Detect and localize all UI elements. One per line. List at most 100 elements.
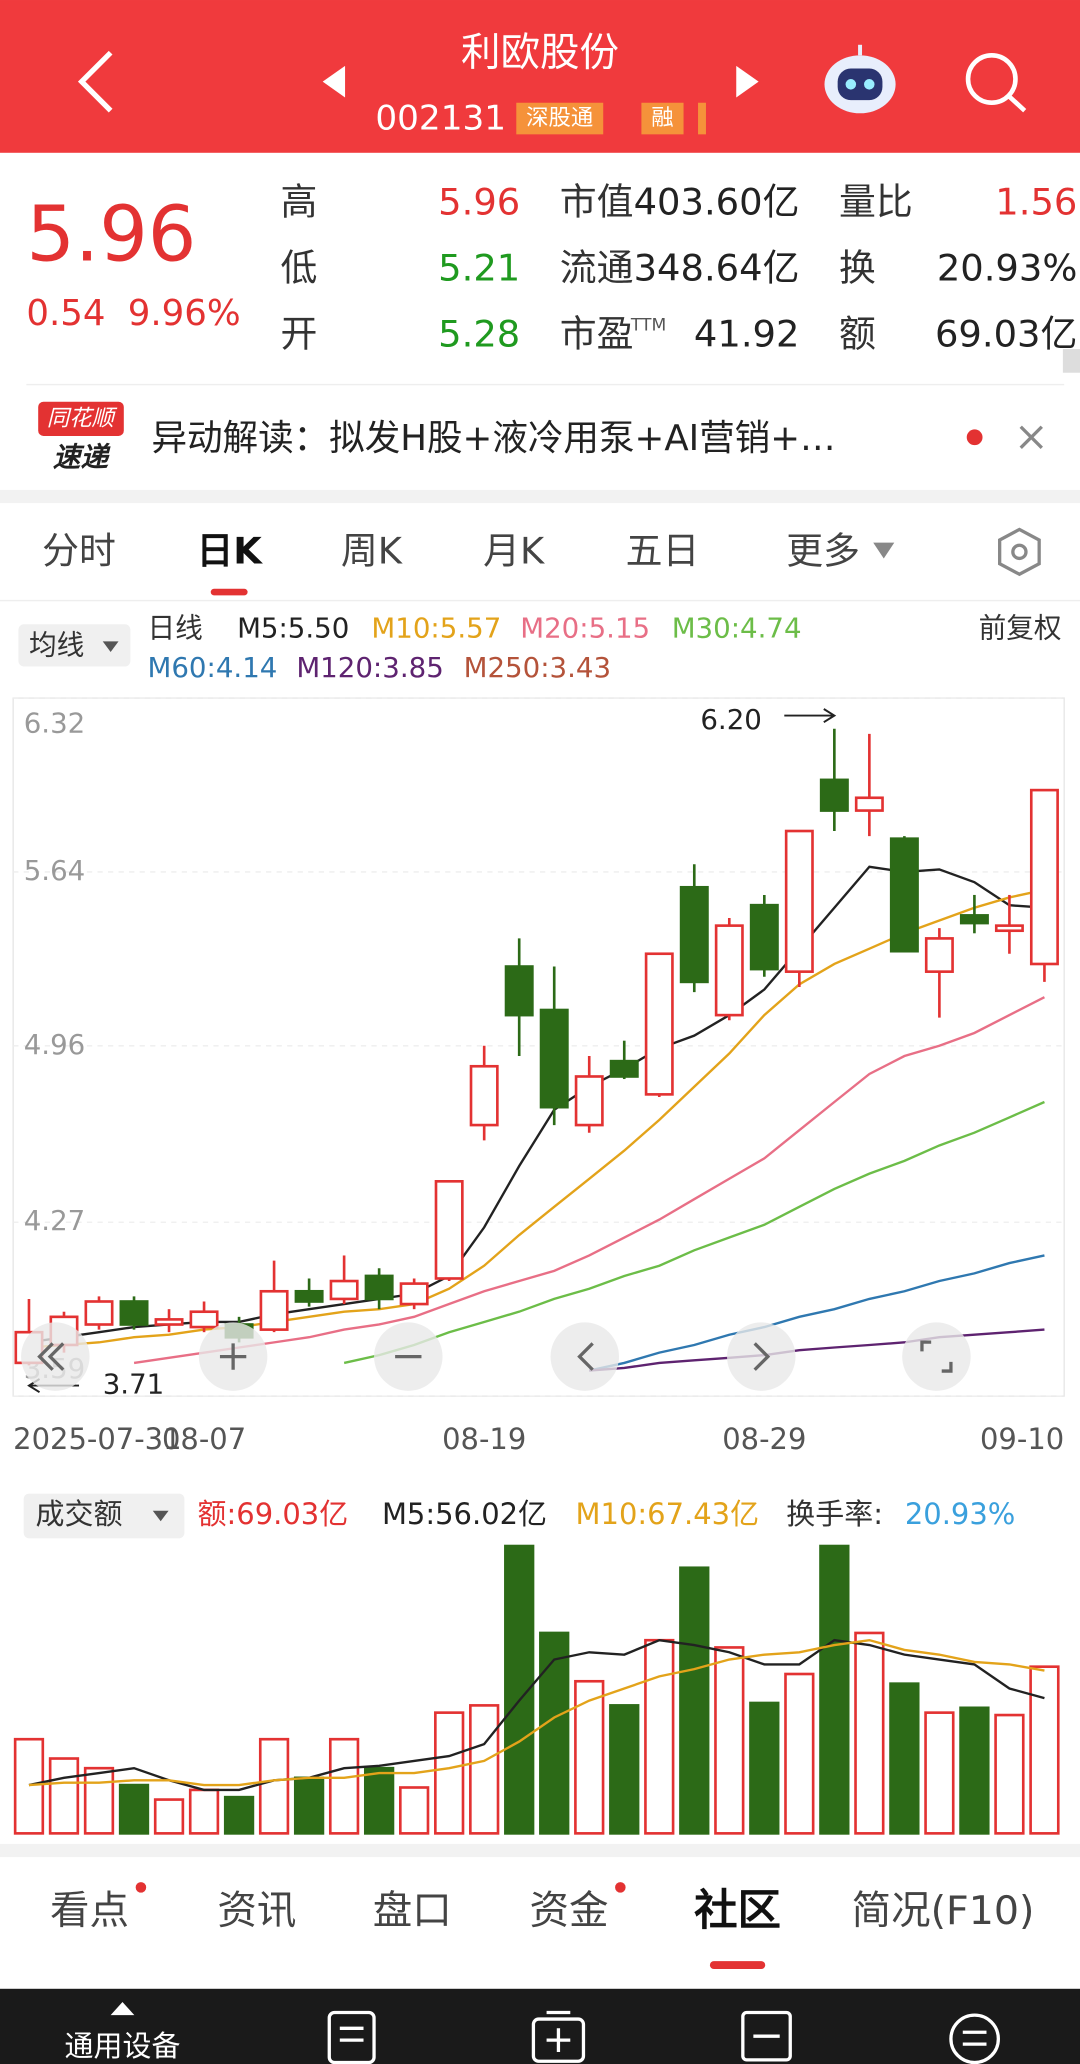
ma-line (589, 1328, 1045, 1372)
y-tick-label: 5.64 (24, 854, 86, 887)
volume-bar (188, 1788, 220, 1835)
bottom-tab[interactable]: 资金 (529, 1888, 608, 1934)
candle-body (609, 1059, 639, 1078)
label-bg (13, 1421, 182, 1456)
plot-frame (12, 697, 1065, 1397)
stat-label: 高 (281, 181, 318, 224)
x-tick-label: 2025-07-31 (13, 1422, 181, 1456)
icon (339, 2026, 364, 2042)
candle-body (819, 778, 849, 812)
candle-body (679, 885, 709, 984)
stat-value: 348.64亿 (634, 247, 800, 290)
settings-icon[interactable] (998, 527, 1041, 577)
nav-notes[interactable] (327, 2010, 376, 2064)
prev-stock[interactable] (322, 65, 346, 98)
badge-dot (615, 1882, 626, 1893)
stat-value: 5.21 (438, 247, 520, 290)
nav-add[interactable] (531, 2017, 586, 2063)
x-tick-label: 08-29 (722, 1422, 806, 1456)
bottom-tab[interactable]: 盘口 (373, 1888, 452, 1934)
volume-selector[interactable] (23, 1493, 185, 1539)
nav-menu[interactable] (949, 2013, 1000, 2064)
nav-minimize[interactable] (741, 2010, 792, 2062)
candle-body (364, 1274, 394, 1301)
volume-ma-legend: M10:67.43亿 (576, 1497, 760, 1531)
unread-dot (966, 429, 983, 446)
tab[interactable]: 更多 (786, 530, 860, 573)
news-headline[interactable]: 异动解读：拟发H股+液冷用泵+AI营销+… (151, 418, 835, 459)
assistant-icon[interactable] (824, 44, 896, 114)
step-right[interactable] (727, 1322, 796, 1391)
candle-body (959, 914, 989, 925)
ma-line (343, 1100, 1045, 1365)
fullscreen[interactable] (902, 1322, 971, 1391)
candle-body (259, 1289, 289, 1331)
tag-box (641, 102, 684, 135)
tab[interactable]: 分时 (42, 530, 116, 573)
x-tick-label: 09-10 (980, 1422, 1064, 1456)
bottom-tab[interactable]: 看点 (50, 1888, 129, 1934)
candle-body (504, 965, 534, 1017)
step-left[interactable] (550, 1322, 620, 1391)
x-tick-label: 08-07 (162, 1422, 246, 1456)
stat-label: 市盈 (560, 312, 634, 355)
y-tick-label: 4.96 (24, 1028, 86, 1061)
volume-bar (924, 1711, 955, 1835)
next-stock[interactable] (736, 65, 759, 98)
back-button[interactable] (77, 50, 113, 113)
candle-body (854, 796, 884, 812)
search-icon[interactable] (965, 53, 1027, 113)
volume-bar (819, 1544, 850, 1835)
ma-line (133, 996, 1045, 1365)
candle-body (644, 952, 674, 1096)
scroll-left[interactable] (21, 1322, 90, 1391)
stock-code: 002131 (375, 98, 506, 138)
adjust-mode[interactable]: 前复权 (979, 612, 1062, 645)
tab[interactable]: 周K (341, 530, 403, 573)
ma-legend: M20:5.15 (520, 612, 650, 645)
tag: 深股通 (526, 105, 593, 131)
volume-ma-line (28, 1638, 1045, 1792)
close-news[interactable] (1019, 425, 1043, 449)
tab[interactable]: 月K (483, 530, 545, 573)
more-arrow (873, 542, 895, 559)
nav-arrow[interactable] (110, 2001, 135, 2016)
ma-selector[interactable] (18, 624, 131, 667)
candle-body (189, 1310, 219, 1329)
period-label: 日线 (148, 612, 203, 645)
icon (37, 1342, 54, 1371)
bottom-tab[interactable]: 简况(F10) (852, 1888, 1035, 1934)
stat-value: 5.28 (438, 312, 520, 355)
settings-icon (1011, 543, 1028, 561)
stat-label: 流通 (560, 247, 634, 290)
stat-label: 开 (281, 312, 318, 355)
nav-bar (0, 1988, 1080, 2064)
nav-icons (327, 2010, 1000, 2064)
badge-dot (135, 1882, 147, 1893)
tab[interactable]: 日K (196, 530, 263, 573)
volume-bar (1029, 1665, 1060, 1835)
stat-label: 量比 (839, 181, 913, 224)
candle-body (994, 924, 1024, 933)
volume-bar (994, 1713, 1025, 1835)
volume-bar (679, 1566, 710, 1835)
volume-bar (959, 1706, 990, 1835)
candle-body (434, 1180, 464, 1280)
volume-bar (609, 1704, 640, 1835)
ma-legend: M60:4.14 (148, 651, 278, 684)
nav-label[interactable]: 通用设备 (65, 2029, 181, 2063)
stock-name: 利欧股份 (461, 30, 619, 76)
stat-label: 市值 (560, 181, 634, 224)
bottom-tab[interactable]: 资讯 (217, 1888, 296, 1934)
candle-body (714, 924, 744, 1017)
bottom-tab[interactable]: 社区 (694, 1886, 781, 1936)
y-tick-label: 4.27 (24, 1204, 86, 1237)
ma-selector-label: 均线 (29, 629, 84, 662)
icon (753, 1342, 771, 1371)
stat-value: 403.60亿 (634, 181, 800, 224)
price-change-pct: 9.96% (128, 293, 241, 334)
candle-body (889, 837, 919, 953)
tab[interactable]: 五日 (626, 530, 700, 573)
